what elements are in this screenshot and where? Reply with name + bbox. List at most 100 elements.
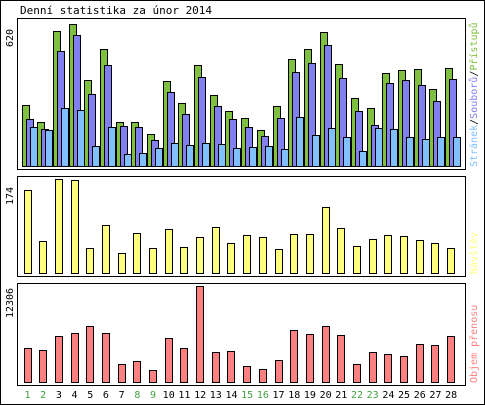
bar: [108, 127, 116, 167]
bar: [155, 148, 163, 167]
bar: [369, 352, 377, 383]
series-visits-0: [24, 179, 455, 274]
x-tick-label: 12: [194, 390, 206, 401]
bar: [227, 351, 235, 383]
bar: [71, 180, 79, 274]
panel-visits-frame: [17, 176, 466, 277]
x-tick-label: 11: [178, 390, 190, 401]
legend-item: Stránek: [468, 125, 480, 167]
bar: [61, 108, 69, 167]
bar: [328, 128, 336, 167]
bar: [243, 235, 251, 274]
bar: [149, 248, 157, 274]
legend-item: Přístupů: [468, 22, 480, 70]
panel-visits: 174 Návštěv: [5, 176, 480, 277]
legend-separator: /: [469, 119, 480, 125]
bar: [400, 356, 408, 383]
bar: [343, 137, 351, 167]
bar: [259, 237, 267, 274]
panel-visits-legend: Návštěv: [468, 232, 480, 274]
bar: [55, 336, 63, 383]
bar: [416, 240, 424, 274]
bar: [431, 243, 439, 274]
series-volume-0: [24, 286, 455, 383]
x-tick-label: 14: [225, 390, 237, 401]
bar: [422, 139, 430, 167]
bar: [400, 236, 408, 274]
legend-item: Objem přenosu: [468, 305, 480, 383]
bar: [139, 153, 147, 167]
bar: [212, 352, 220, 383]
bar: [102, 333, 110, 383]
x-tick-label: 18: [288, 390, 300, 401]
bar: [431, 345, 439, 383]
bar: [212, 227, 220, 274]
bar: [275, 360, 283, 383]
legend-item: Souborů: [468, 77, 480, 119]
bar: [416, 344, 424, 383]
bar: [55, 179, 63, 274]
bar: [322, 326, 330, 383]
bar: [306, 234, 314, 274]
x-tick-label: 3: [56, 390, 62, 401]
bar: [45, 130, 53, 167]
x-tick-label: 16: [257, 390, 269, 401]
bar: [39, 350, 47, 383]
bar: [243, 366, 251, 383]
bar: [71, 333, 79, 383]
x-tick-label: 21: [335, 390, 347, 401]
x-axis-labels: 1 2 3 4 5 6 7 8 9 10 11 12 13 14 15 16 17 18 19 20 21 22 23 24 2…: [24, 390, 457, 401]
bar: [447, 248, 455, 274]
x-tick-label: 10: [163, 390, 175, 401]
x-tick-label: 13: [210, 390, 222, 401]
bar: [202, 143, 210, 167]
bar: [30, 127, 38, 167]
bar: [196, 237, 204, 274]
bar: [92, 146, 100, 167]
bar: [265, 146, 273, 167]
bar: [124, 154, 132, 167]
bar: [322, 207, 330, 274]
x-tick-label: 20: [320, 390, 332, 401]
bar: [86, 248, 94, 274]
bar: [218, 144, 226, 167]
bar: [133, 233, 141, 274]
panel-volume-legend: Objem přenosu: [468, 305, 480, 383]
bar: [447, 336, 455, 383]
bar: [337, 228, 345, 274]
x-tick-label: 28: [445, 390, 457, 401]
chart-panels: 620Stránek/Souborů/Přístupů174Návštěv123…: [5, 18, 480, 386]
panel-volume-frame: [17, 283, 466, 386]
x-tick-label: 1: [24, 390, 30, 401]
bar: [86, 326, 94, 383]
bar: [227, 243, 235, 274]
bar: [437, 137, 445, 167]
x-tick-label: 17: [273, 390, 285, 401]
x-tick-label: 2: [40, 390, 46, 401]
x-tick-label: 15: [241, 390, 253, 401]
x-tick-label: 27: [429, 390, 441, 401]
panel-volume: 12306 Objem přenosu: [5, 283, 480, 386]
bar: [312, 135, 320, 167]
x-tick-label: 9: [150, 390, 156, 401]
x-tick-label: 19: [304, 390, 316, 401]
bar: [165, 338, 173, 383]
bar: [375, 128, 383, 167]
bar: [353, 364, 361, 383]
bar: [165, 229, 173, 274]
bar: [384, 235, 392, 274]
bar: [133, 361, 141, 383]
bar: [337, 335, 345, 383]
x-tick-label: 25: [398, 390, 410, 401]
bar: [233, 148, 241, 167]
bar: [24, 348, 32, 383]
panel-visits-ymax-label: 174: [5, 187, 16, 205]
bar: [102, 225, 110, 274]
bar: [306, 334, 314, 383]
bar: [118, 253, 126, 274]
series-traffic-2: [30, 108, 461, 167]
x-tick-label: 26: [414, 390, 426, 401]
panel-traffic-legend: Stránek/Souborů/Přístupů: [468, 22, 480, 167]
